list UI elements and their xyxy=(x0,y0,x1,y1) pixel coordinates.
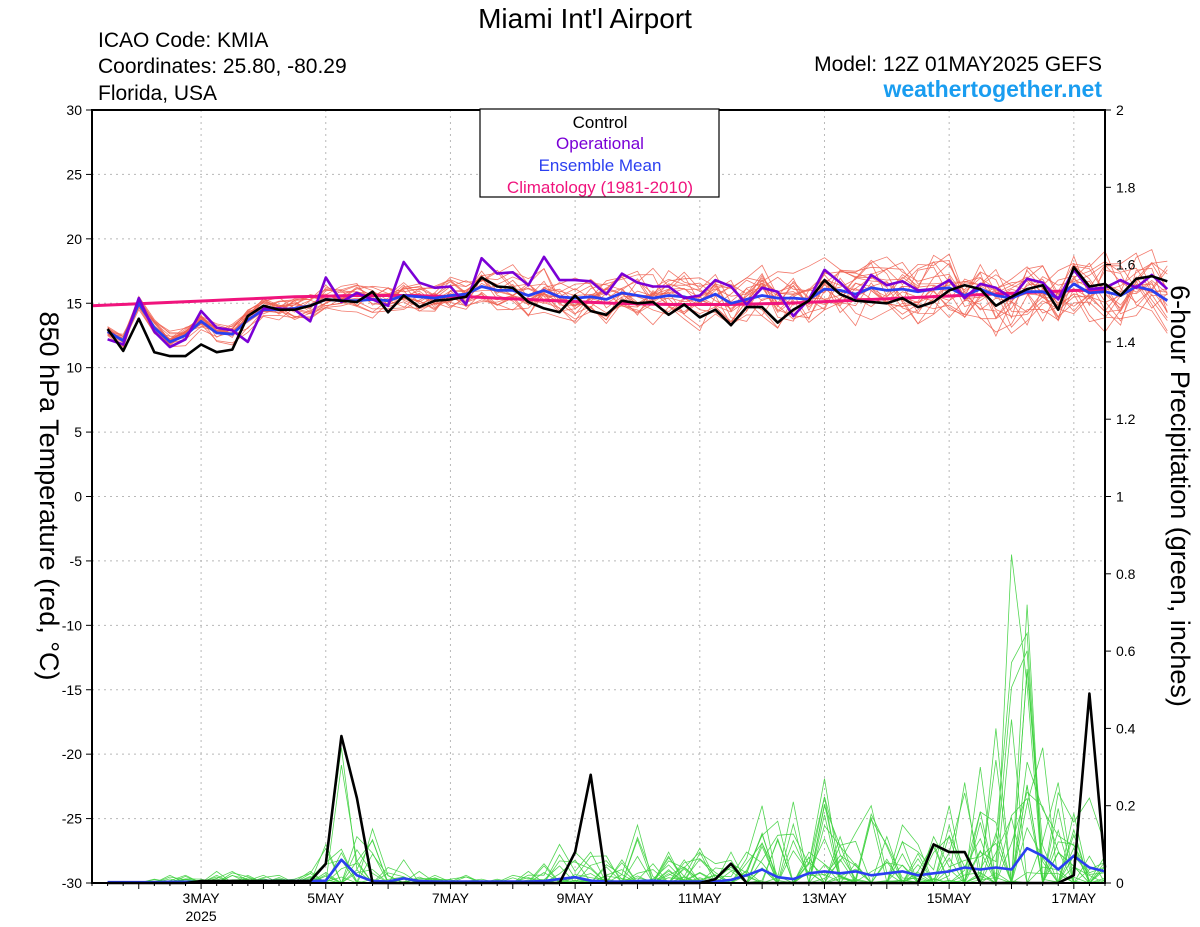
temp-member-line xyxy=(107,250,1168,345)
y2-tick-label: 0.4 xyxy=(1116,720,1136,736)
y-tick-label: -25 xyxy=(62,811,82,827)
y2-tick-label: 1.4 xyxy=(1116,334,1136,350)
x-tick-label: 5MAY xyxy=(307,890,345,906)
y-tick-label: -30 xyxy=(62,875,82,891)
region: Florida, USA xyxy=(98,82,217,105)
temp-member-line xyxy=(107,262,1168,339)
x-tick-label: 17MAY xyxy=(1051,890,1097,906)
y-axis-right: 2 1.8 1.6 1.4 1.2 1 0.8 0.6 0.4 0.2 0 xyxy=(1105,102,1136,891)
x-tick-label: 7MAY xyxy=(432,890,470,906)
y-tick-label: 25 xyxy=(66,166,82,182)
y-tick-label: 15 xyxy=(66,295,82,311)
y2-tick-label: 0 xyxy=(1116,875,1124,891)
main-series xyxy=(91,255,1169,885)
y2-tick-label: 2 xyxy=(1116,102,1124,118)
y-axis-left: 30 25 20 15 10 5 0 -5 -10 -15 -20 -25 -30 xyxy=(62,102,92,891)
legend-control: Control xyxy=(573,113,628,132)
x-tick-label: 9MAY xyxy=(557,890,595,906)
x-tick-label: 15MAY xyxy=(927,890,973,906)
y2-tick-label: 1.2 xyxy=(1116,411,1136,427)
grid-lines xyxy=(92,110,1105,883)
icao-code: ICAO Code: KMIA xyxy=(98,29,268,52)
x-axis: 3MAY 2025 5MAY 7MAY 9MAY 11MAY 13MAY 15MAY 17MAY xyxy=(91,883,1106,924)
precip-member-line xyxy=(107,747,1106,884)
y-tick-label: -20 xyxy=(62,746,82,762)
chart-title: Miami Int'l Airport xyxy=(478,3,692,34)
precip-member-line xyxy=(107,554,1106,884)
y-tick-label: 10 xyxy=(66,360,82,376)
x-tick-sublabel: 2025 xyxy=(186,908,217,924)
control-temp-line xyxy=(106,265,1168,358)
model-run: Model: 12Z 01MAY2025 GEFS xyxy=(814,53,1102,76)
y-tick-label: 0 xyxy=(74,489,82,505)
y2-tick-label: 1 xyxy=(1116,489,1124,505)
temp-member-line xyxy=(107,264,1168,341)
y-tick-label: 30 xyxy=(66,102,82,118)
legend-box: Control Operational Ensemble Mean Climat… xyxy=(479,108,720,198)
y-tick-label: -15 xyxy=(62,682,82,698)
y-tick-label: -10 xyxy=(62,617,82,633)
precip-member-line xyxy=(107,604,1105,884)
y2-tick-label: 0.6 xyxy=(1116,643,1136,659)
y2-tick-label: 0.2 xyxy=(1116,798,1136,814)
coordinates: Coordinates: 25.80, -80.29 xyxy=(98,55,347,78)
y2-tick-label: 1.6 xyxy=(1116,257,1136,273)
y2-tick-label: 1.8 xyxy=(1116,179,1136,195)
legend-climo: Climatology (1981-2010) xyxy=(507,178,693,197)
y-axis-label: 850 hPa Temperature (red, °C) xyxy=(34,312,64,681)
precip-member-line xyxy=(107,719,1105,885)
precip-members xyxy=(107,554,1106,885)
y-tick-label: 20 xyxy=(66,231,82,247)
precip-member-line xyxy=(107,747,1106,884)
temp-member-line xyxy=(107,270,1168,344)
y2-tick-label: 0.8 xyxy=(1116,566,1136,582)
x-tick-label: 3MAY xyxy=(183,890,221,906)
site-link[interactable]: weathertogether.net xyxy=(882,76,1102,102)
legend-mean: Ensemble Mean xyxy=(539,156,662,175)
legend-operational: Operational xyxy=(556,134,644,153)
x-tick-label: 13MAY xyxy=(802,890,848,906)
y-tick-label: 5 xyxy=(74,424,82,440)
x-tick-label: 11MAY xyxy=(678,890,722,906)
y-tick-label: -5 xyxy=(70,553,83,569)
precip-member-line xyxy=(107,804,1106,884)
climo-temp-line xyxy=(91,288,1105,308)
precip-member-line xyxy=(107,631,1106,884)
y2-axis-label: 6-hour Precipitation (green, inches) xyxy=(1165,285,1195,707)
precip-member-line xyxy=(107,728,1106,884)
